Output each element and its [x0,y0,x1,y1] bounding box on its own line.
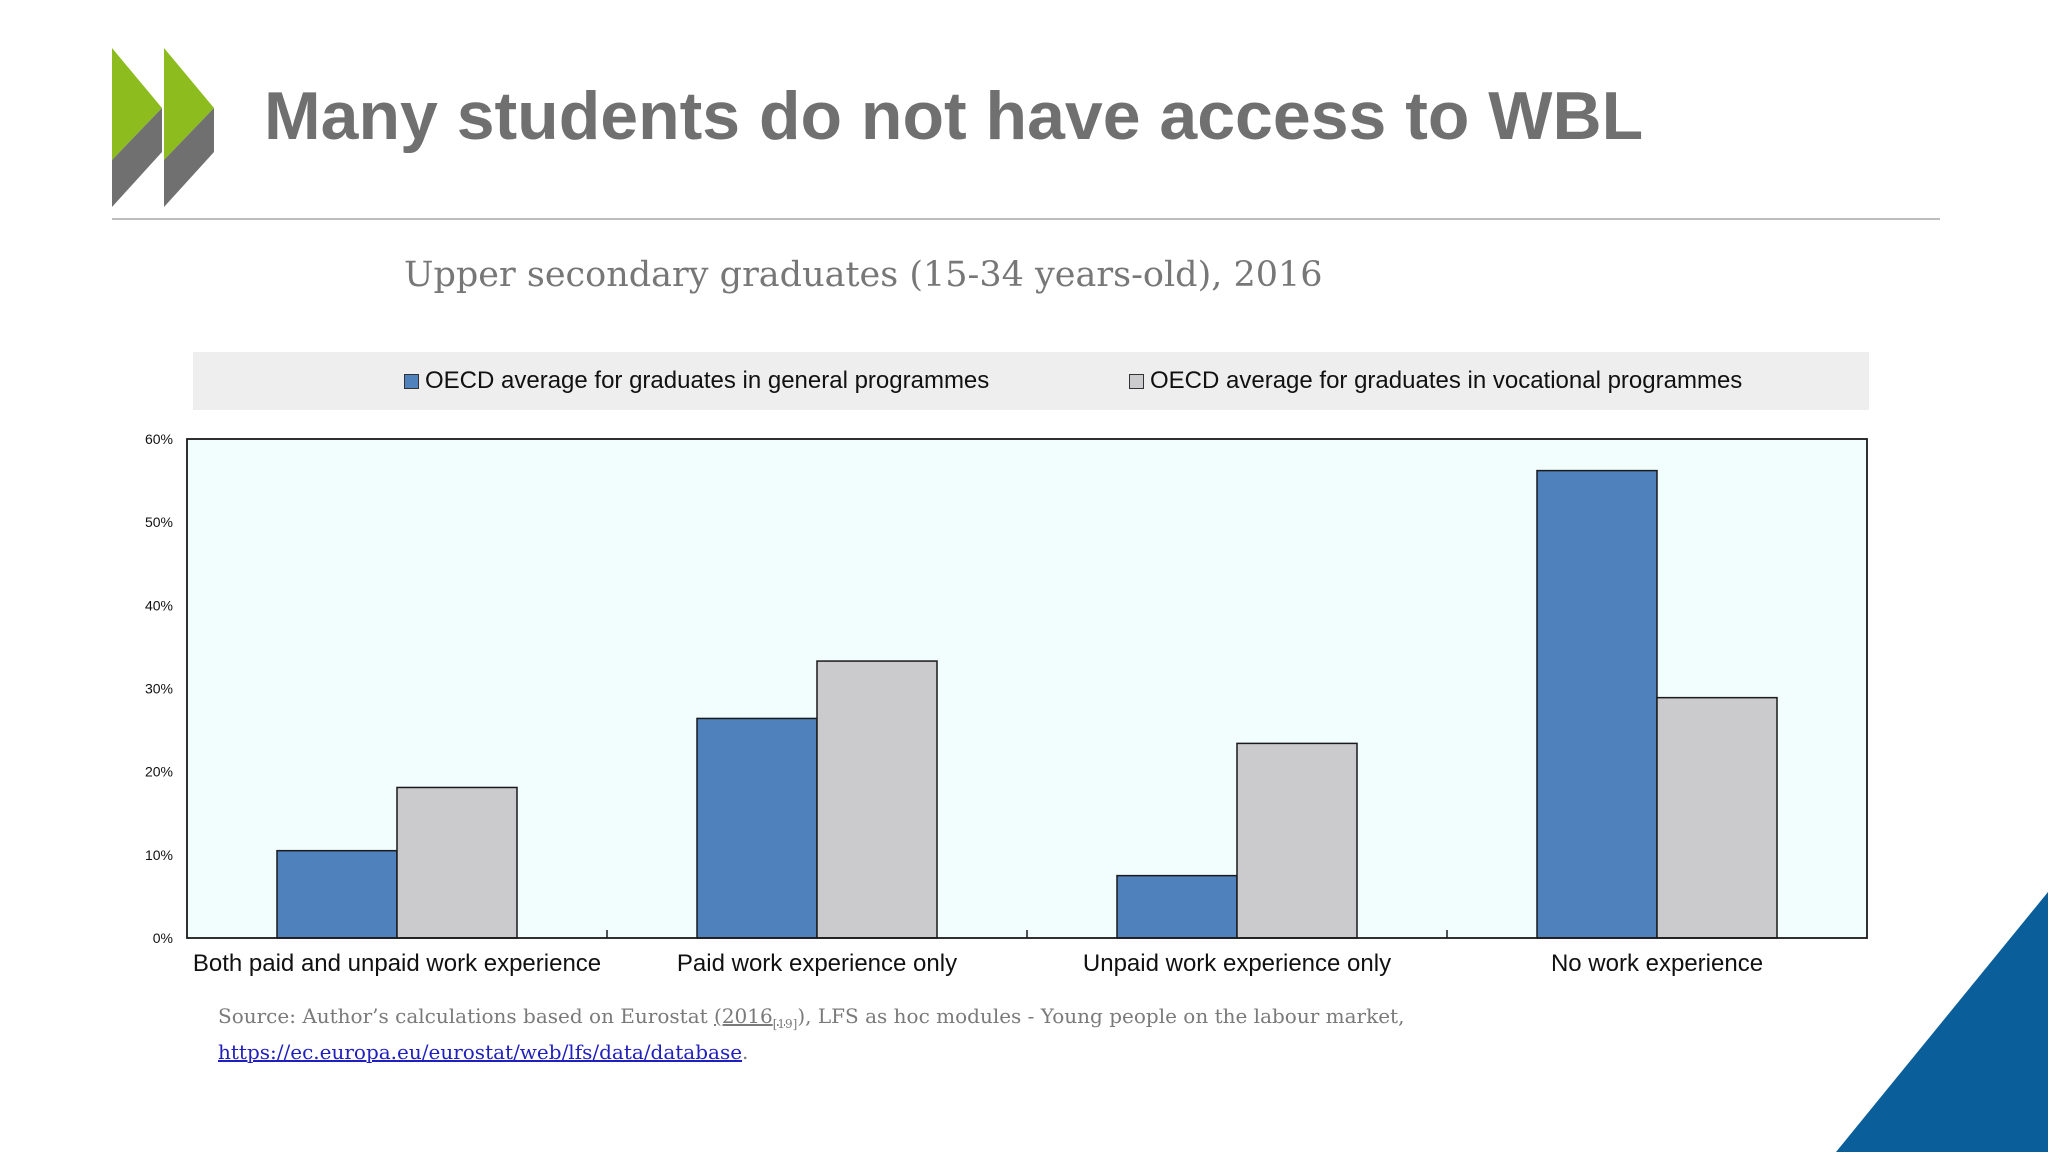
legend-swatch-general [404,373,419,389]
source-ref-close: ) [797,1004,806,1028]
y-tick-label: 30% [145,681,173,697]
x-category-label: Unpaid work experience only [1083,950,1391,977]
source-note: Source: Author’s calculations based on E… [218,1002,1718,1066]
source-suffix: , LFS as hoc modules - Young people on t… [805,1004,1405,1028]
x-category-label: Paid work experience only [677,950,957,977]
bar-general [696,717,818,939]
source-ref-number: [19] [772,1017,798,1031]
bar-vocational [816,660,938,939]
source-ref-year: (2016 [714,1004,773,1028]
y-tick-label: 0% [153,930,173,946]
bar-general [276,849,398,939]
x-category-label: Both paid and unpaid work experience [193,950,601,977]
legend-item-general: OECD average for graduates in general pr… [404,352,989,410]
source-reference[interactable]: (2016[19] [714,1004,798,1031]
bar-general [1116,874,1238,939]
x-category-label: No work experience [1551,950,1763,977]
legend-label-general: OECD average for graduates in general pr… [425,367,990,394]
source-prefix: Source: Author’s calculations based on E… [218,1004,715,1028]
source-end: . [742,1040,749,1064]
source-link[interactable]: https://ec.europa.eu/eurostat/web/lfs/da… [218,1040,743,1064]
plot-frame [186,438,1868,939]
legend-swatch-vocational [1129,373,1144,389]
logo-chevron-green-right [164,48,214,160]
y-tick-label: 10% [145,847,173,863]
y-tick-label: 60% [145,431,173,447]
y-tick-label: 20% [145,764,173,780]
title-divider [112,218,1940,220]
logo-chevron-green-left [112,48,162,160]
logo-chevron-grey-right [164,108,214,207]
bar-vocational [1656,696,1778,939]
y-tick-label: 50% [145,514,173,530]
legend-item-vocational: OECD average for graduates in vocational… [1129,352,1742,410]
slide-title: Many students do not have access to WBL [264,78,1644,154]
chart-legend: OECD average for graduates in general pr… [193,352,1869,410]
y-tick-label: 40% [145,597,173,613]
bar-vocational [1236,742,1358,939]
bar-vocational [396,786,518,939]
chart-title: Upper secondary graduates (15-34 years-o… [404,255,1323,295]
logo-chevron-grey-left [112,108,162,207]
legend-label-vocational: OECD average for graduates in vocational… [1150,367,1743,394]
bar-general [1536,469,1658,939]
oecd-logo [112,48,214,207]
